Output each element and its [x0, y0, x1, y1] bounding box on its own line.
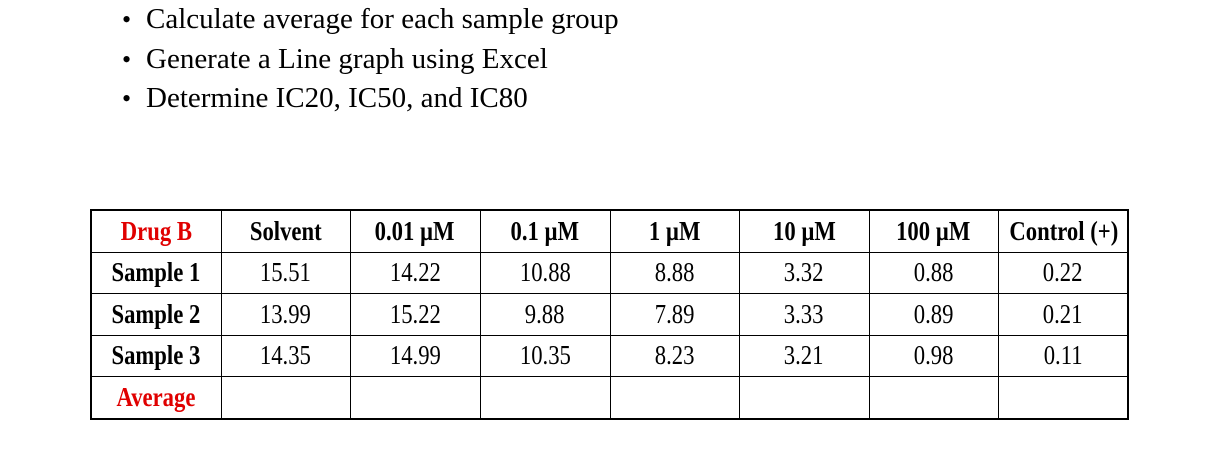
table-cell: 8.23: [609, 334, 740, 377]
table-cell: 9.88: [479, 293, 611, 336]
header-cell: 0.1 µM: [479, 209, 611, 253]
table-cell: 0.89: [868, 293, 999, 336]
header-cell: Control (+): [997, 209, 1129, 253]
table-header-row: Drug B Solvent 0.01 µM 0.1 µM 1 µM 10 µM…: [90, 209, 1129, 253]
instruction-item: • Calculate average for each sample grou…: [122, 0, 619, 40]
instruction-item: • Generate a Line graph using Excel: [122, 40, 619, 80]
row-label: Sample 3: [90, 334, 222, 377]
table-cell: 15.51: [220, 251, 351, 294]
drug-b-data-table: Drug B Solvent 0.01 µM 0.1 µM 1 µM 10 µM…: [90, 209, 1129, 420]
header-cell: 0.01 µM: [349, 209, 481, 253]
table-row: Sample 1 15.51 14.22 10.88 8.88 3.32 0.8…: [90, 251, 1129, 294]
table-cell: 0.22: [997, 251, 1129, 294]
table-cell: 10.35: [479, 334, 611, 377]
header-drug-label: Drug B: [90, 209, 222, 253]
instruction-item: • Determine IC20, IC50, and IC80: [122, 79, 619, 119]
average-cell: [997, 376, 1129, 420]
table-cell: 0.11: [997, 334, 1129, 377]
instruction-text: Generate a Line graph using Excel: [146, 42, 548, 75]
average-cell: [349, 376, 481, 420]
table-cell: 14.35: [220, 334, 351, 377]
average-cell: [220, 376, 351, 420]
table-row: Sample 2 13.99 15.22 9.88 7.89 3.33 0.89…: [90, 293, 1129, 336]
table-cell: 3.21: [738, 334, 870, 377]
table-cell: 0.98: [868, 334, 999, 377]
average-cell: [609, 376, 740, 420]
table-cell: 3.33: [738, 293, 870, 336]
table-cell: 10.88: [479, 251, 611, 294]
table-cell: 14.99: [349, 334, 481, 377]
header-cell: Solvent: [220, 209, 351, 253]
table-cell: 14.22: [349, 251, 481, 294]
average-cell: [868, 376, 999, 420]
average-cell: [479, 376, 611, 420]
table-row: Sample 3 14.35 14.99 10.35 8.23 3.21 0.9…: [90, 334, 1129, 377]
table-cell: 7.89: [609, 293, 740, 336]
table-cell: 0.88: [868, 251, 999, 294]
header-cell: 100 µM: [868, 209, 999, 253]
instruction-list: • Calculate average for each sample grou…: [122, 0, 619, 119]
average-cell: [738, 376, 870, 420]
table-cell: 15.22: [349, 293, 481, 336]
table-cell: 3.32: [738, 251, 870, 294]
header-cell: 1 µM: [609, 209, 740, 253]
average-row: Average: [90, 376, 1129, 420]
table-cell: 8.88: [609, 251, 740, 294]
bullet-icon: •: [122, 84, 132, 113]
header-cell: 10 µM: [738, 209, 870, 253]
average-row-label: Average: [90, 376, 222, 420]
bullet-icon: •: [122, 5, 132, 34]
row-label: Sample 2: [90, 293, 222, 336]
bullet-icon: •: [122, 44, 132, 74]
table-cell: 0.21: [997, 293, 1129, 336]
instruction-text: Calculate average for each sample group: [146, 3, 619, 35]
row-label: Sample 1: [90, 251, 222, 294]
instruction-text: Determine IC20, IC50, and IC80: [146, 82, 528, 114]
table-cell: 13.99: [220, 293, 351, 336]
